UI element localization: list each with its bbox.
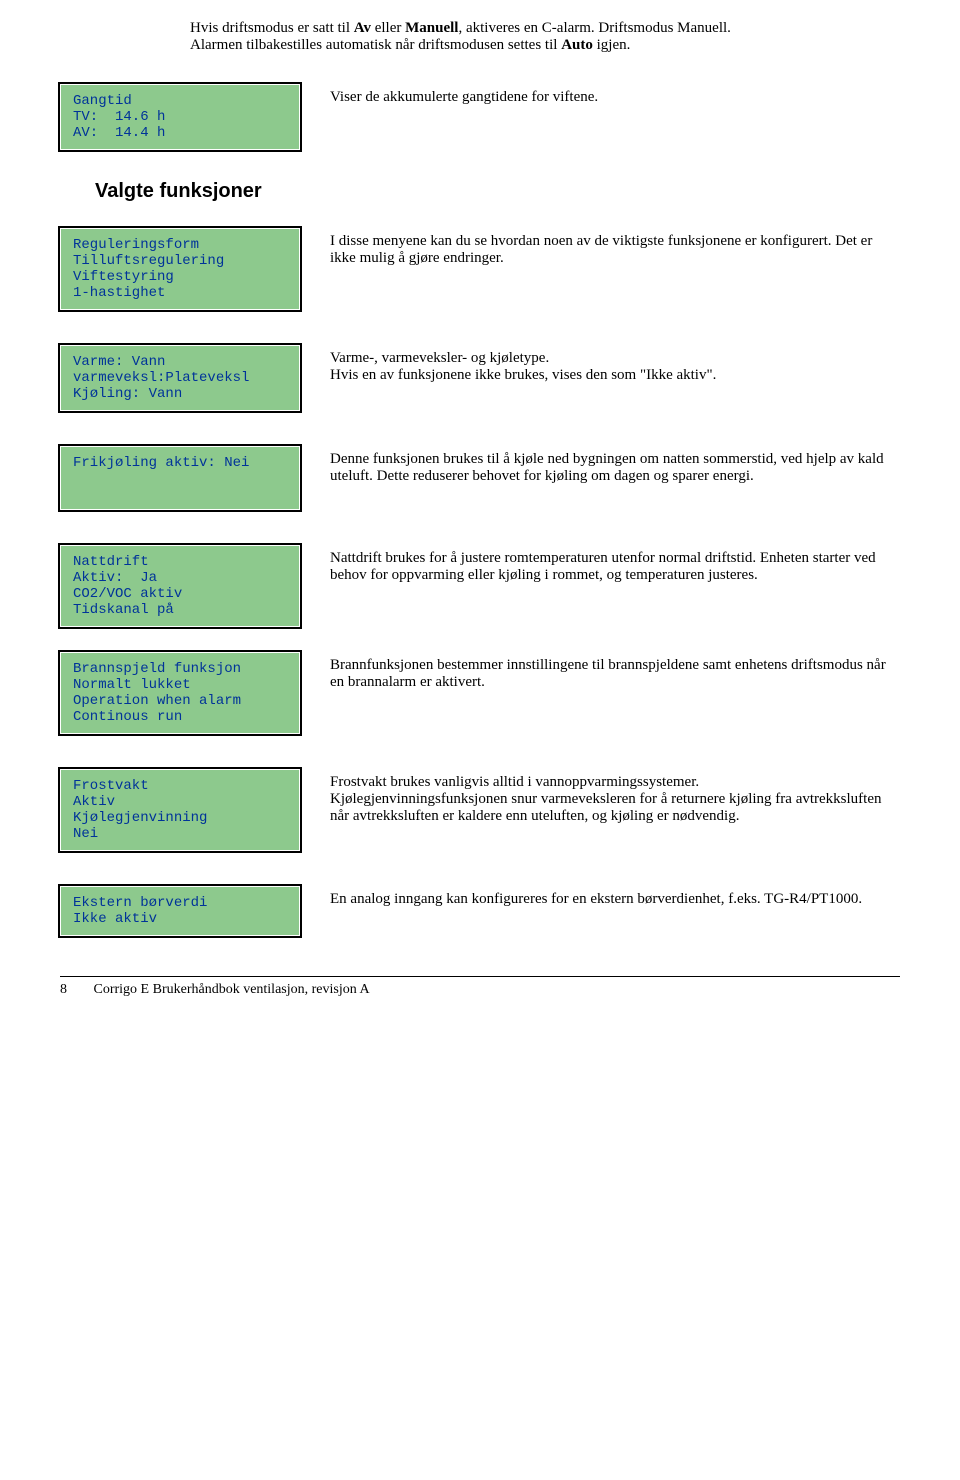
page-number: 8	[60, 982, 90, 998]
display-box-frikjoling: Frikjøling aktiv: Nei	[60, 446, 300, 510]
section-title: Valgte funksjoner	[95, 180, 900, 203]
intro-text: Alarmen tilbakestilles automatisk når dr…	[190, 37, 561, 53]
display-box-regulering: Reguleringsform Tilluftsregulering Vifte…	[60, 228, 300, 310]
page-footer: 8 Corrigo E Brukerhåndbok ventilasjon, r…	[60, 976, 900, 998]
intro-text: eller	[371, 20, 405, 36]
intro-text: , aktiveres en C-alarm. Driftsmodus Manu…	[458, 20, 730, 36]
footer-title: Corrigo E Brukerhåndbok ventilasjon, rev…	[94, 982, 370, 997]
desc-regulering: I disse menyene kan du se hvordan noen a…	[300, 228, 900, 267]
display-box-gangtid: Gangtid TV: 14.6 h AV: 14.4 h	[60, 84, 300, 150]
desc-brannspjeld: Brannfunksjonen bestemmer innstillingene…	[300, 652, 900, 691]
intro-text: igjen.	[593, 37, 631, 53]
desc-nattdrift: Nattdrift brukes for å justere romtemper…	[300, 545, 900, 584]
row-frikjoling: Frikjøling aktiv: Nei Denne funksjonen b…	[60, 446, 900, 510]
row-frostvakt: Frostvakt Aktiv Kjølegjenvinning Nei Fro…	[60, 769, 900, 851]
display-box-frostvakt: Frostvakt Aktiv Kjølegjenvinning Nei	[60, 769, 300, 851]
row-varme: Varme: Vann varmeveksl:Plateveksl Kjølin…	[60, 345, 900, 411]
desc-frikjoling: Denne funksjonen brukes til å kjøle ned …	[300, 446, 900, 485]
desc-ekstern: En analog inngang kan konfigureres for e…	[300, 886, 900, 908]
display-box-varme: Varme: Vann varmeveksl:Plateveksl Kjølin…	[60, 345, 300, 411]
intro-bold-manuell: Manuell	[405, 20, 458, 36]
desc-varme: Varme-, varmeveksler- og kjøletype. Hvis…	[300, 345, 900, 384]
row-nattdrift: Nattdrift Aktiv: Ja CO2/VOC aktiv Tidska…	[60, 545, 900, 627]
desc-frostvakt: Frostvakt brukes vanligvis alltid i vann…	[300, 769, 900, 825]
intro-bold-av: Av	[354, 20, 371, 36]
row-ekstern: Ekstern børverdi Ikke aktiv En analog in…	[60, 886, 900, 936]
display-box-brannspjeld: Brannspjeld funksjon Normalt lukket Oper…	[60, 652, 300, 734]
intro-text: Hvis driftsmodus er satt til	[190, 20, 354, 36]
display-box-nattdrift: Nattdrift Aktiv: Ja CO2/VOC aktiv Tidska…	[60, 545, 300, 627]
row-regulering: Reguleringsform Tilluftsregulering Vifte…	[60, 228, 900, 310]
desc-gangtid: Viser de akkumulerte gangtidene for vift…	[300, 84, 900, 106]
display-box-ekstern: Ekstern børverdi Ikke aktiv	[60, 886, 300, 936]
intro-paragraph: Hvis driftsmodus er satt til Av eller Ma…	[190, 20, 900, 54]
row-gangtid: Gangtid TV: 14.6 h AV: 14.4 h Viser de a…	[60, 84, 900, 150]
intro-bold-auto: Auto	[561, 37, 593, 53]
row-brannspjeld: Brannspjeld funksjon Normalt lukket Oper…	[60, 652, 900, 734]
